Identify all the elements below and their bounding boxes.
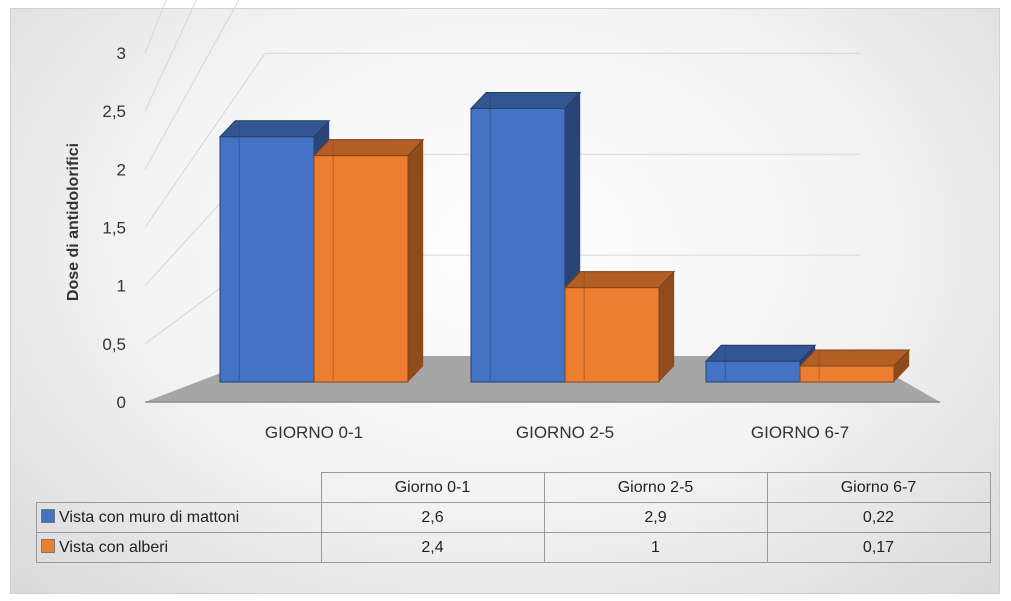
gridline-depth [144,0,197,112]
series-name: Vista con muro di mattoni [59,508,240,526]
x-tick-label: GIORNO 0-1 [265,423,363,442]
bar [564,287,660,383]
legend-entry-brick: Vista con muro di mattoni [36,502,322,533]
gridline-depth [144,53,266,228]
table-header-row: Giorno 0-1 Giorno 2-5 Giorno 6-7 [36,472,991,503]
y-tick-label: 1,5 [102,219,126,238]
bar-top [798,349,911,367]
y-axis-label: Dose di antidolorifici [65,143,82,301]
bar [313,155,409,383]
bar [799,365,895,383]
gridline-depth [144,0,167,54]
data-table: Giorno 0-1 Giorno 2-5 Giorno 6-7 Vista c… [36,472,991,563]
y-tick-label: 2 [117,160,126,179]
gridline-depth [144,0,240,170]
bar-top [469,91,582,109]
table-row: Vista con alberi 2,4 1 0,17 [36,532,991,563]
bar-side [659,271,675,382]
bar-side [408,139,424,382]
table-cell: 1 [543,532,768,563]
table-cell: 2,6 [320,502,545,533]
y-tick-label: 0,5 [102,335,126,354]
x-tick-label: GIORNO 6-7 [751,423,849,442]
table-cell: 2,9 [543,502,768,533]
table-col-header: Giorno 2-5 [543,472,768,503]
table-cell: 0,17 [766,532,991,563]
legend-swatch-orange [41,538,55,553]
y-tick-label: 0 [117,393,126,412]
y-tick-label: 3 [117,44,126,63]
bar [219,136,315,383]
bar-top [704,344,817,362]
bar-top [563,271,676,289]
table-row: Vista con muro di mattoni 2,6 2,9 0,22 [36,502,991,533]
bar-top [218,120,331,138]
x-tick-label: GIORNO 2-5 [516,423,614,442]
series-name: Vista con alberi [59,538,169,556]
bar [705,360,801,383]
bar-side [894,349,910,382]
bar-top [312,139,425,157]
table-cell: 0,22 [766,502,991,533]
legend-entry-trees: Vista con alberi [36,532,322,563]
y-tick-label: 1 [117,277,126,296]
table-cell: 2,4 [320,532,545,563]
bar [470,107,566,383]
table-col-header: Giorno 6-7 [766,472,991,503]
legend-swatch-blue [41,508,55,523]
y-tick-label: 2,5 [102,102,126,121]
table-col-header: Giorno 0-1 [320,472,545,503]
